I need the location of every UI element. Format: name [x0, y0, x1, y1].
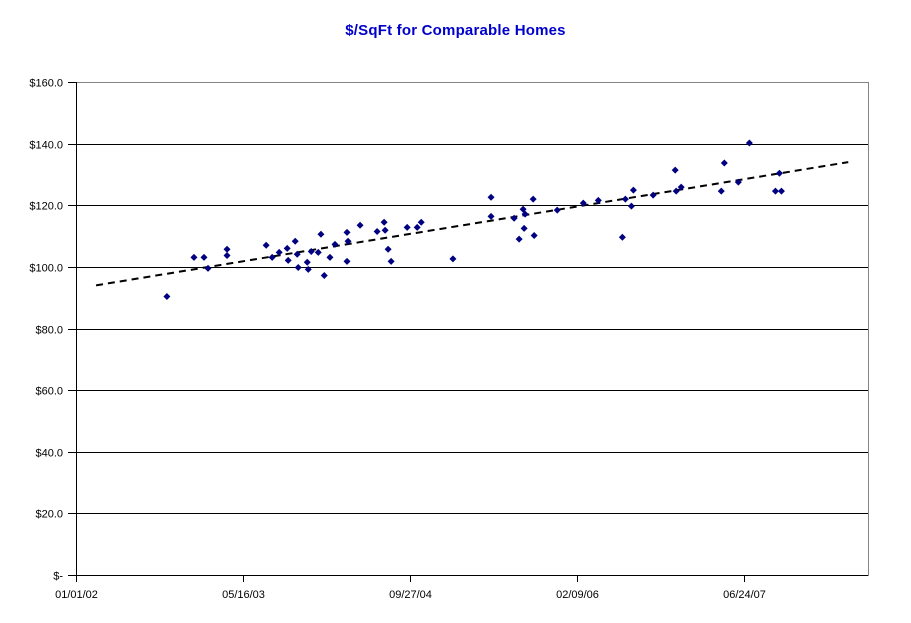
- data-point-marker: [771, 187, 779, 195]
- data-point-marker: [294, 263, 302, 271]
- data-point-marker: [510, 214, 518, 222]
- y-tick-label: $160.0: [29, 78, 63, 90]
- y-tick-label: $80.0: [35, 325, 63, 337]
- x-tick-label: 02/09/06: [556, 589, 599, 601]
- data-point-marker: [403, 223, 411, 231]
- data-point-marker: [649, 191, 657, 199]
- data-point-marker: [204, 264, 212, 272]
- data-point-marker: [343, 228, 351, 236]
- data-point-marker: [223, 251, 231, 259]
- data-point-marker: [618, 233, 626, 241]
- data-point-marker: [530, 231, 538, 239]
- y-tick-label: $140.0: [29, 140, 63, 152]
- data-point-marker: [529, 195, 537, 203]
- data-point-marker: [381, 226, 389, 234]
- data-point-marker: [734, 178, 742, 186]
- data-point-marker: [629, 186, 637, 194]
- data-point-marker: [284, 256, 292, 264]
- data-point-marker: [553, 206, 561, 214]
- data-point-marker: [594, 196, 602, 204]
- data-point-marker: [487, 193, 495, 201]
- y-tick-label: $40.0: [35, 448, 63, 460]
- y-tick-label: $60.0: [35, 386, 63, 398]
- data-point-marker: [317, 230, 325, 238]
- chart-title: $/SqFt for Comparable Homes: [345, 22, 566, 39]
- data-point-marker: [275, 248, 283, 256]
- data-point-marker: [417, 218, 425, 226]
- data-point-marker: [262, 241, 270, 249]
- data-point-marker: [579, 199, 587, 207]
- data-point-marker: [304, 265, 312, 273]
- data-point-marker: [621, 195, 629, 203]
- data-point-marker: [307, 247, 315, 255]
- data-point-marker: [223, 245, 231, 253]
- y-tick-label: $-: [53, 571, 63, 583]
- data-point-marker: [373, 227, 381, 235]
- y-tick-label: $100.0: [29, 263, 63, 275]
- data-point-marker: [387, 257, 395, 265]
- data-point-marker: [677, 183, 685, 191]
- data-point-marker: [314, 248, 322, 256]
- data-point-marker: [521, 210, 529, 218]
- y-tick-label: $20.0: [35, 509, 63, 521]
- data-point-marker: [672, 187, 680, 195]
- x-tick-label: 05/16/03: [222, 589, 265, 601]
- data-point-marker: [356, 221, 364, 229]
- x-tick-label: 06/24/07: [723, 589, 766, 601]
- data-point-marker: [449, 255, 457, 263]
- data-point-marker: [293, 250, 301, 258]
- data-point-marker: [291, 237, 299, 245]
- data-point-marker: [671, 166, 679, 174]
- data-point-marker: [200, 253, 208, 261]
- data-point-marker: [384, 245, 392, 253]
- data-point-marker: [163, 292, 171, 300]
- x-tick-label: 09/27/04: [389, 589, 432, 601]
- data-point-marker: [487, 212, 495, 220]
- data-point-marker: [303, 258, 311, 266]
- data-point-marker: [720, 159, 728, 167]
- data-point-marker: [283, 244, 291, 252]
- data-point-marker: [268, 253, 276, 261]
- data-point-marker: [326, 253, 334, 261]
- data-point-marker: [343, 257, 351, 265]
- data-point-marker: [627, 202, 635, 210]
- data-point-marker: [190, 253, 198, 261]
- data-point-marker: [775, 169, 783, 177]
- data-point-marker: [344, 237, 352, 245]
- data-point-marker: [320, 272, 328, 280]
- x-tick-label: 01/01/02: [55, 589, 98, 601]
- data-point-marker: [520, 224, 528, 232]
- data-point-marker: [717, 187, 725, 195]
- data-point-marker: [380, 218, 388, 226]
- data-point-marker: [777, 187, 785, 195]
- data-point-marker: [331, 240, 339, 248]
- data-point-marker: [413, 223, 421, 231]
- data-point-marker: [515, 235, 523, 243]
- y-tick-label: $120.0: [29, 201, 63, 213]
- data-point-marker: [745, 139, 753, 147]
